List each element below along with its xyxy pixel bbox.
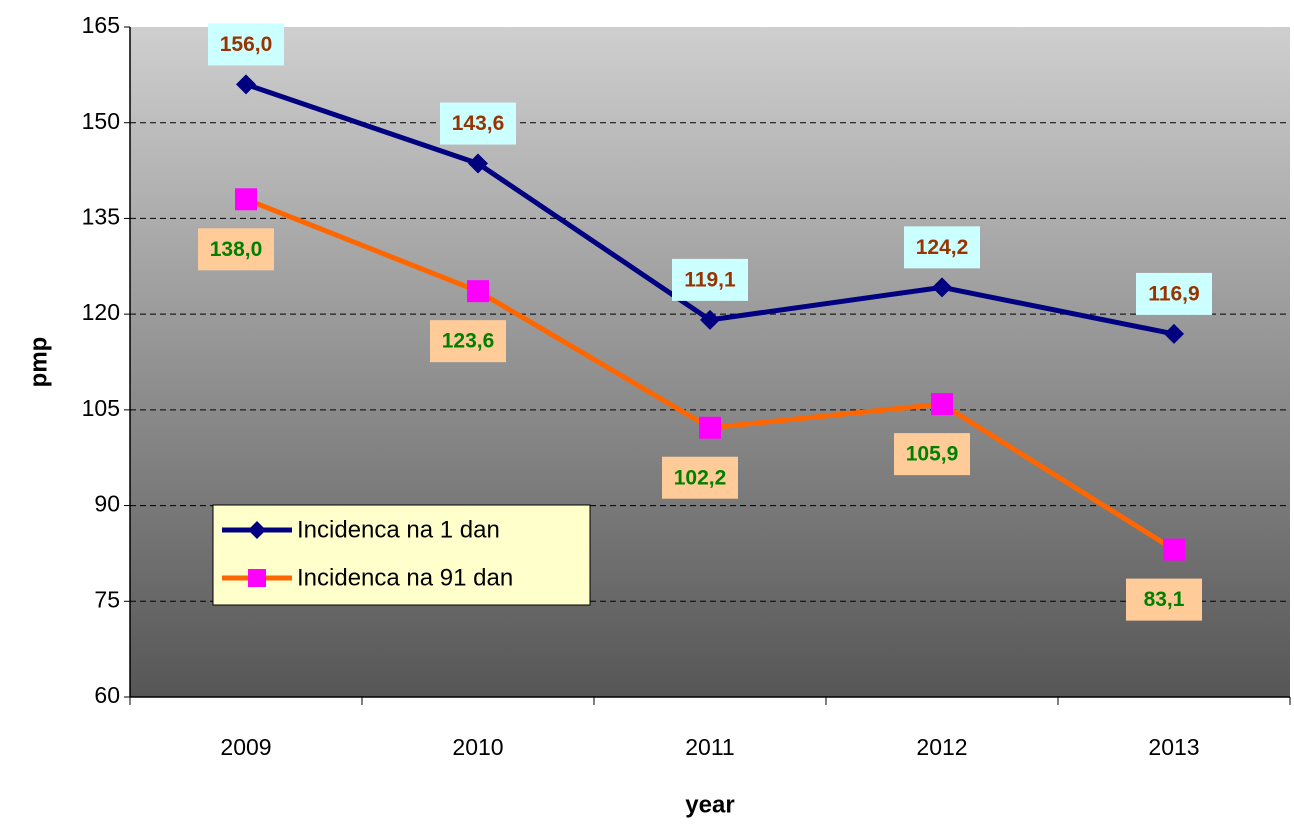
page: {"chart_data": {"type": "line", "x_label… [0, 0, 1294, 824]
y-tick-label: 135 [82, 204, 120, 230]
y-axis-title: pmp [25, 337, 52, 388]
data-point [235, 188, 257, 210]
data-point [699, 417, 721, 439]
legend: Incidenca na 1 dan Incidenca na 91 dan [213, 505, 590, 605]
value-label: 123,6 [442, 330, 495, 353]
x-tick-label: 2009 [220, 734, 271, 760]
legend-label: Incidenca na 91 dan [297, 564, 513, 591]
value-label: 143,6 [452, 112, 505, 135]
data-point [1163, 539, 1185, 561]
x-tick-label: 2012 [916, 734, 967, 760]
value-label: 138,0 [210, 238, 263, 261]
value-label: 124,2 [916, 236, 969, 259]
legend-label: Incidenca na 1 dan [297, 516, 500, 543]
x-tick-label: 2010 [452, 734, 503, 760]
y-tick-label: 165 [82, 12, 120, 38]
x-tick-label: 2013 [1148, 734, 1199, 760]
y-tick-label: 90 [94, 491, 120, 517]
x-tick-label: 2011 [685, 734, 734, 760]
value-label: 119,1 [684, 268, 736, 291]
y-tick-label: 60 [94, 682, 120, 708]
y-tick-label: 75 [94, 586, 120, 612]
value-label: 116,9 [1148, 282, 1199, 305]
data-point [467, 280, 489, 302]
y-tick-label: 105 [82, 395, 120, 421]
legend-marker [248, 569, 266, 587]
data-point [931, 393, 953, 415]
chart: pmp year 60 75 90 105 120 135 150 165 2009 2010 20… [0, 0, 1294, 824]
value-label: 105,9 [906, 443, 959, 466]
value-label: 156,0 [220, 33, 273, 56]
y-tick-label: 120 [82, 299, 120, 325]
value-label: 83,1 [1144, 588, 1185, 611]
x-axis-title: year [685, 791, 734, 818]
value-label: 102,2 [674, 466, 727, 489]
y-tick-label: 150 [82, 108, 120, 134]
